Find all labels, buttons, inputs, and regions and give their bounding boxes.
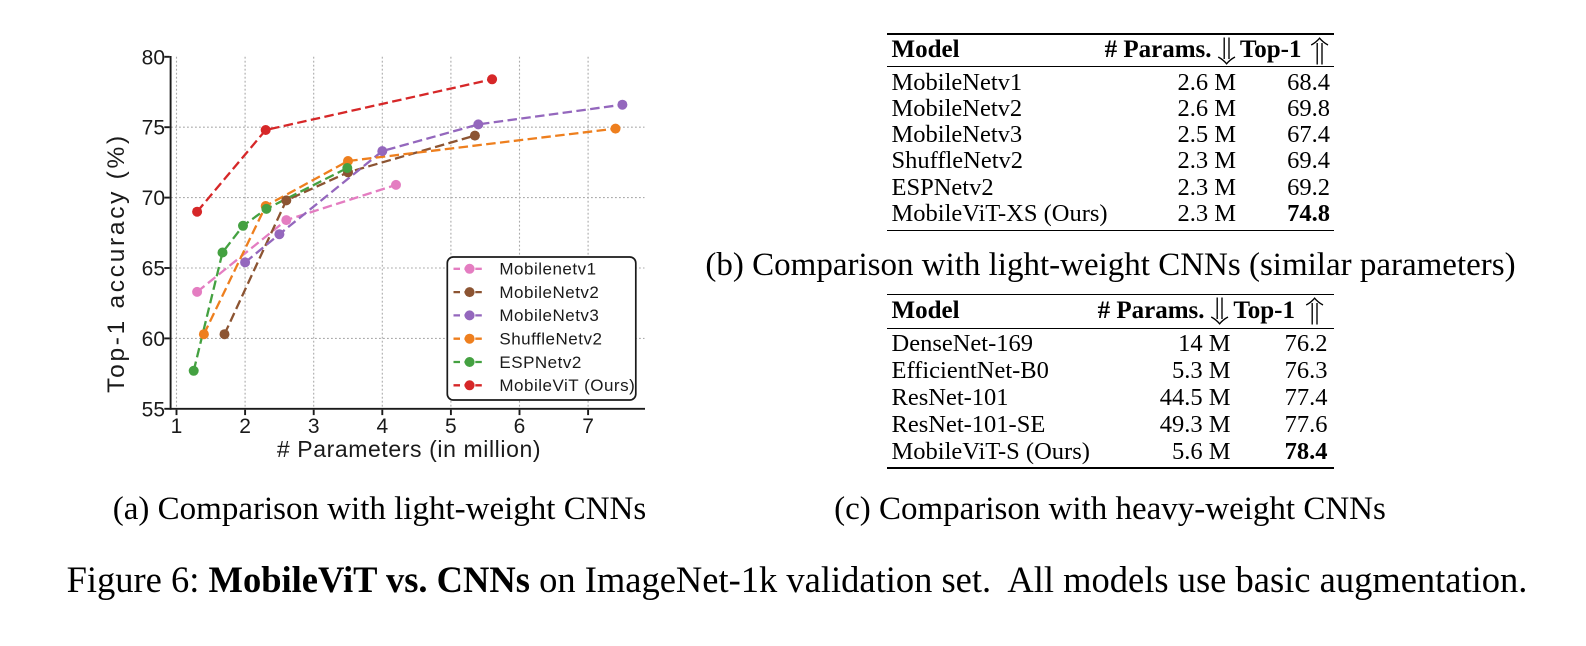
svg-text:75: 75	[142, 117, 165, 140]
svg-text:ESPNetv2: ESPNetv2	[499, 353, 581, 372]
svg-text:3: 3	[308, 415, 320, 438]
svg-text:MobileViT (Ours): MobileViT (Ours)	[499, 376, 635, 395]
svg-text:7: 7	[582, 415, 594, 438]
svg-text:6: 6	[514, 415, 526, 438]
svg-text:65: 65	[142, 258, 165, 281]
svg-text:2: 2	[239, 415, 251, 438]
svg-text:80: 80	[142, 46, 165, 69]
svg-text:MobileNetv3: MobileNetv3	[499, 306, 599, 325]
svg-text:4: 4	[376, 415, 388, 438]
svg-text:ShuffleNetv2: ShuffleNetv2	[499, 330, 602, 349]
svg-text:MobileNetv2: MobileNetv2	[499, 283, 599, 302]
svg-text:55: 55	[142, 398, 165, 421]
svg-text:70: 70	[142, 187, 165, 210]
svg-text:Mobilenetv1: Mobilenetv1	[499, 260, 596, 279]
svg-text:5: 5	[445, 415, 457, 438]
svg-text:1: 1	[171, 415, 183, 438]
svg-text:Top-1 accuracy (%): Top-1 accuracy (%)	[103, 133, 130, 393]
svg-text:# Parameters (in million): # Parameters (in million)	[277, 436, 541, 462]
svg-text:60: 60	[142, 328, 165, 351]
